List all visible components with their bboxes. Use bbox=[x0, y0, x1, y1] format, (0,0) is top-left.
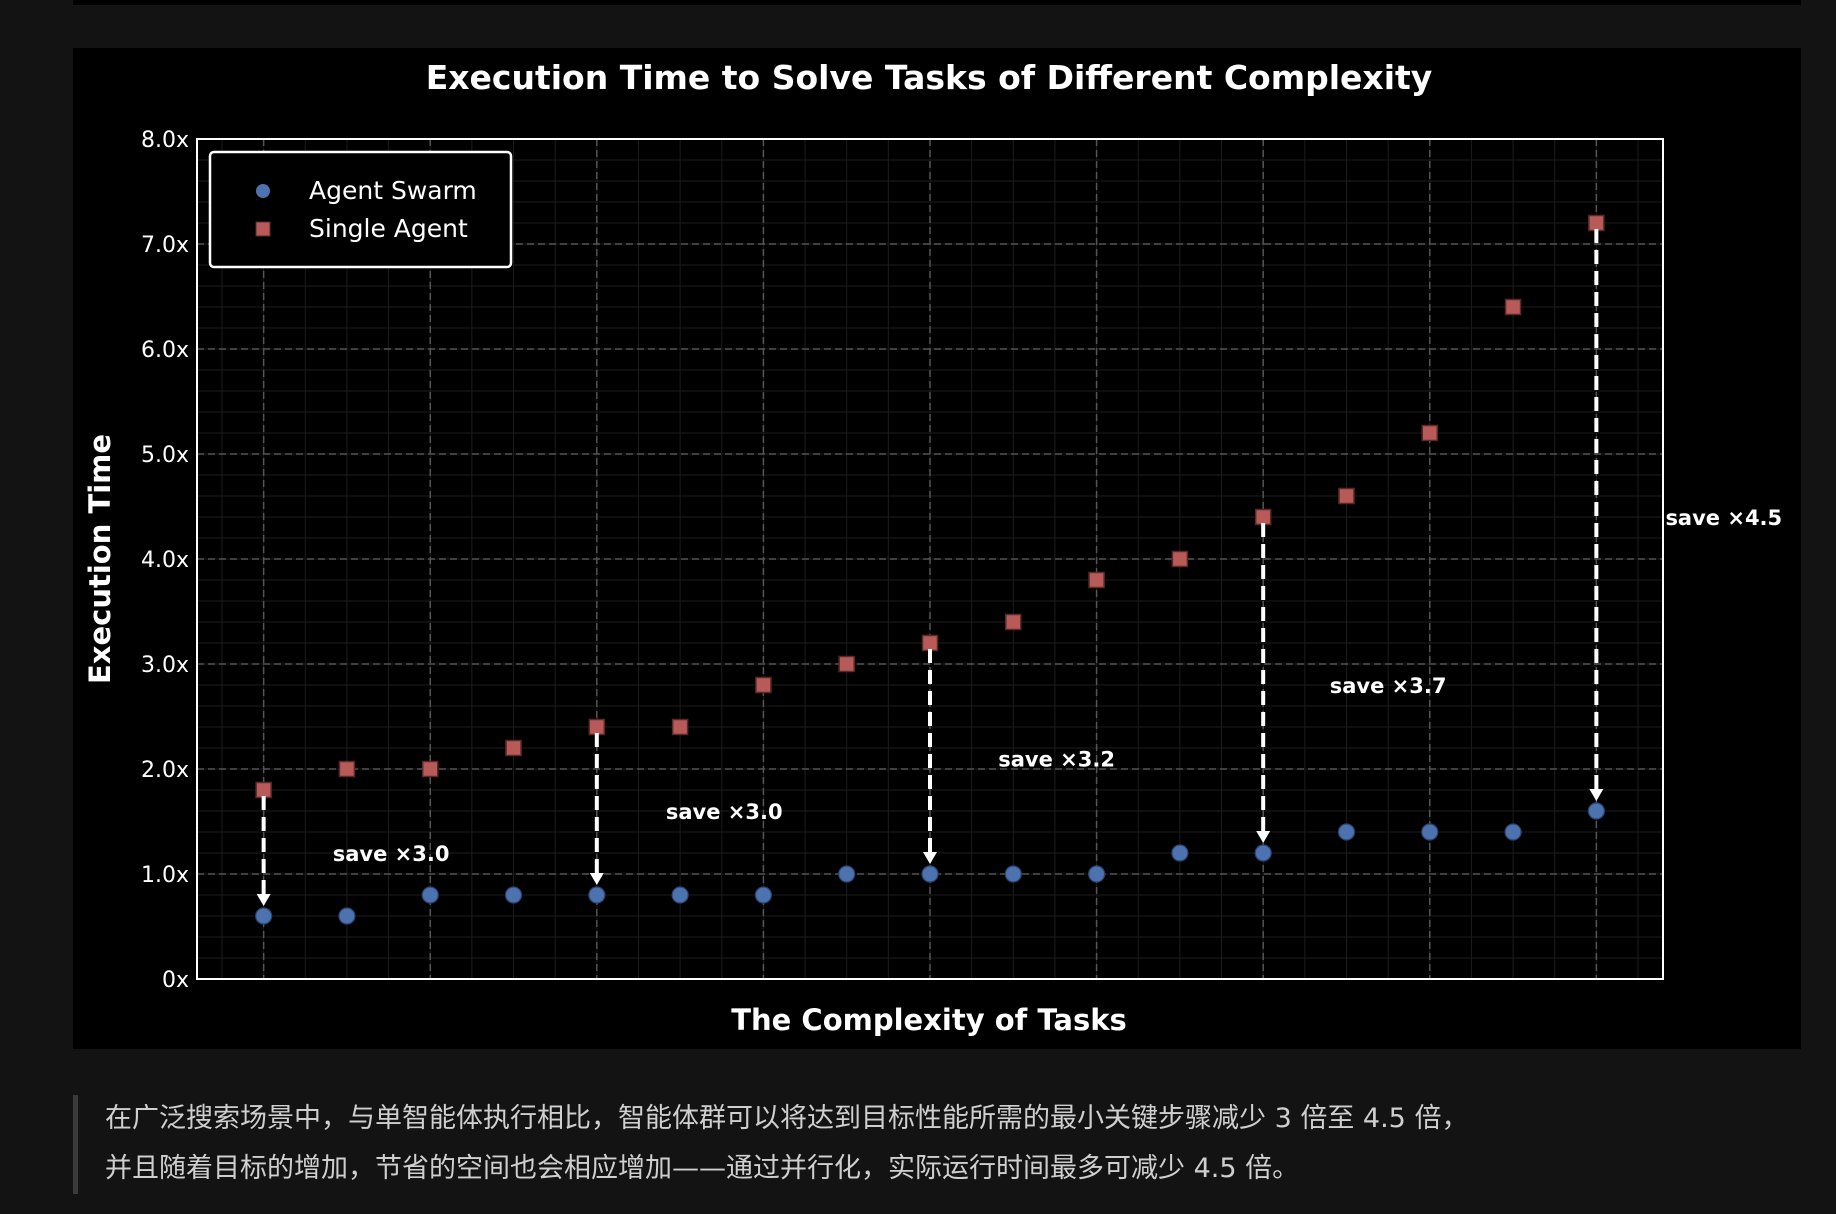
agent-swarm-point bbox=[504, 886, 523, 904]
agent-swarm-point bbox=[421, 886, 439, 904]
chart-panel: Execution Time to Solve Tasks of Differe… bbox=[73, 48, 1801, 1049]
savings-annotation: save ×3.0 bbox=[666, 800, 783, 824]
agent-swarm-point bbox=[1337, 823, 1356, 841]
chart: Execution Time to Solve Tasks of Differe… bbox=[83, 58, 1782, 1037]
agent-swarm-point bbox=[838, 865, 856, 883]
single-agent-point bbox=[921, 634, 939, 652]
y-axis-label: Execution Time bbox=[83, 434, 117, 684]
agent-swarm-point bbox=[1587, 802, 1605, 820]
y-tick-label: 2.0x bbox=[141, 758, 189, 783]
single-agent-point bbox=[838, 655, 855, 673]
agent-swarm-point bbox=[1004, 865, 1022, 883]
top-bar bbox=[73, 0, 1801, 5]
agent-swarm-point bbox=[1087, 865, 1106, 883]
savings-arrow-head bbox=[1589, 789, 1604, 801]
legend-box bbox=[208, 150, 513, 269]
agent-swarm-point bbox=[1171, 844, 1189, 862]
y-tick-label: 3.0x bbox=[141, 653, 189, 678]
single-agent-point bbox=[255, 781, 272, 799]
y-tick-label: 5.0x bbox=[141, 443, 189, 468]
caption-line-2: 并且随着目标的增加，节省的空间也会相应增加——通过并行化，实际运行时间最多可减少… bbox=[105, 1153, 1300, 1184]
savings-arrow-head bbox=[1256, 831, 1271, 843]
y-tick-label: 0x bbox=[162, 968, 189, 993]
single-agent-point bbox=[421, 760, 439, 778]
y-tick-label: 8.0x bbox=[141, 128, 189, 153]
single-agent-point bbox=[1421, 424, 1439, 442]
x-axis-label: The Complexity of Tasks bbox=[731, 1003, 1127, 1037]
y-tick-label: 4.0x bbox=[141, 548, 189, 573]
single-agent-point bbox=[588, 718, 606, 736]
single-agent-point bbox=[1088, 571, 1105, 589]
agent-swarm-point bbox=[1504, 823, 1522, 841]
single-agent-point bbox=[1254, 508, 1272, 526]
agent-swarm-point bbox=[754, 886, 773, 904]
agent-swarm-point bbox=[1421, 823, 1439, 841]
caption-line-1: 在广泛搜索场景中，与单智能体执行相比，智能体群可以将达到目标性能所需的最小关键步… bbox=[105, 1103, 1469, 1134]
savings-annotation: save ×3.0 bbox=[333, 842, 450, 866]
single-agent-point bbox=[671, 718, 689, 736]
single-agent-point bbox=[1504, 298, 1522, 316]
savings-arrow-head bbox=[589, 873, 604, 885]
agent-swarm-point bbox=[921, 865, 939, 883]
quote-bar bbox=[73, 1095, 78, 1194]
savings-annotation: save ×3.7 bbox=[1330, 674, 1447, 698]
legend-single-agent-marker bbox=[255, 221, 271, 237]
single-agent-point bbox=[1588, 214, 1605, 232]
single-agent-point bbox=[505, 739, 522, 757]
savings-arrow-head bbox=[923, 852, 937, 864]
y-tick-label: 1.0x bbox=[141, 863, 189, 888]
agent-swarm-point bbox=[671, 886, 689, 904]
legend-label: Agent Swarm bbox=[309, 176, 477, 205]
savings-arrow-head bbox=[256, 894, 271, 906]
y-tick-label: 7.0x bbox=[141, 233, 189, 258]
savings-annotation: save ×3.2 bbox=[998, 748, 1115, 772]
y-tick-label: 6.0x bbox=[141, 338, 189, 363]
plot-frame bbox=[196, 138, 1664, 980]
agent-swarm-point bbox=[338, 907, 356, 925]
single-agent-point bbox=[338, 760, 356, 778]
agent-swarm-point bbox=[588, 886, 606, 904]
single-agent-point bbox=[1171, 550, 1189, 568]
legend-label: Single Agent bbox=[309, 214, 468, 243]
single-agent-point bbox=[755, 676, 772, 694]
agent-swarm-point bbox=[1254, 844, 1272, 862]
agent-swarm-point bbox=[255, 907, 273, 925]
savings-annotation: save ×4.5 bbox=[1665, 506, 1782, 530]
single-agent-point bbox=[1005, 613, 1022, 631]
single-agent-point bbox=[1338, 487, 1355, 505]
legend-agent-swarm-marker bbox=[256, 184, 270, 198]
chart-title: Execution Time to Solve Tasks of Differe… bbox=[426, 58, 1433, 97]
